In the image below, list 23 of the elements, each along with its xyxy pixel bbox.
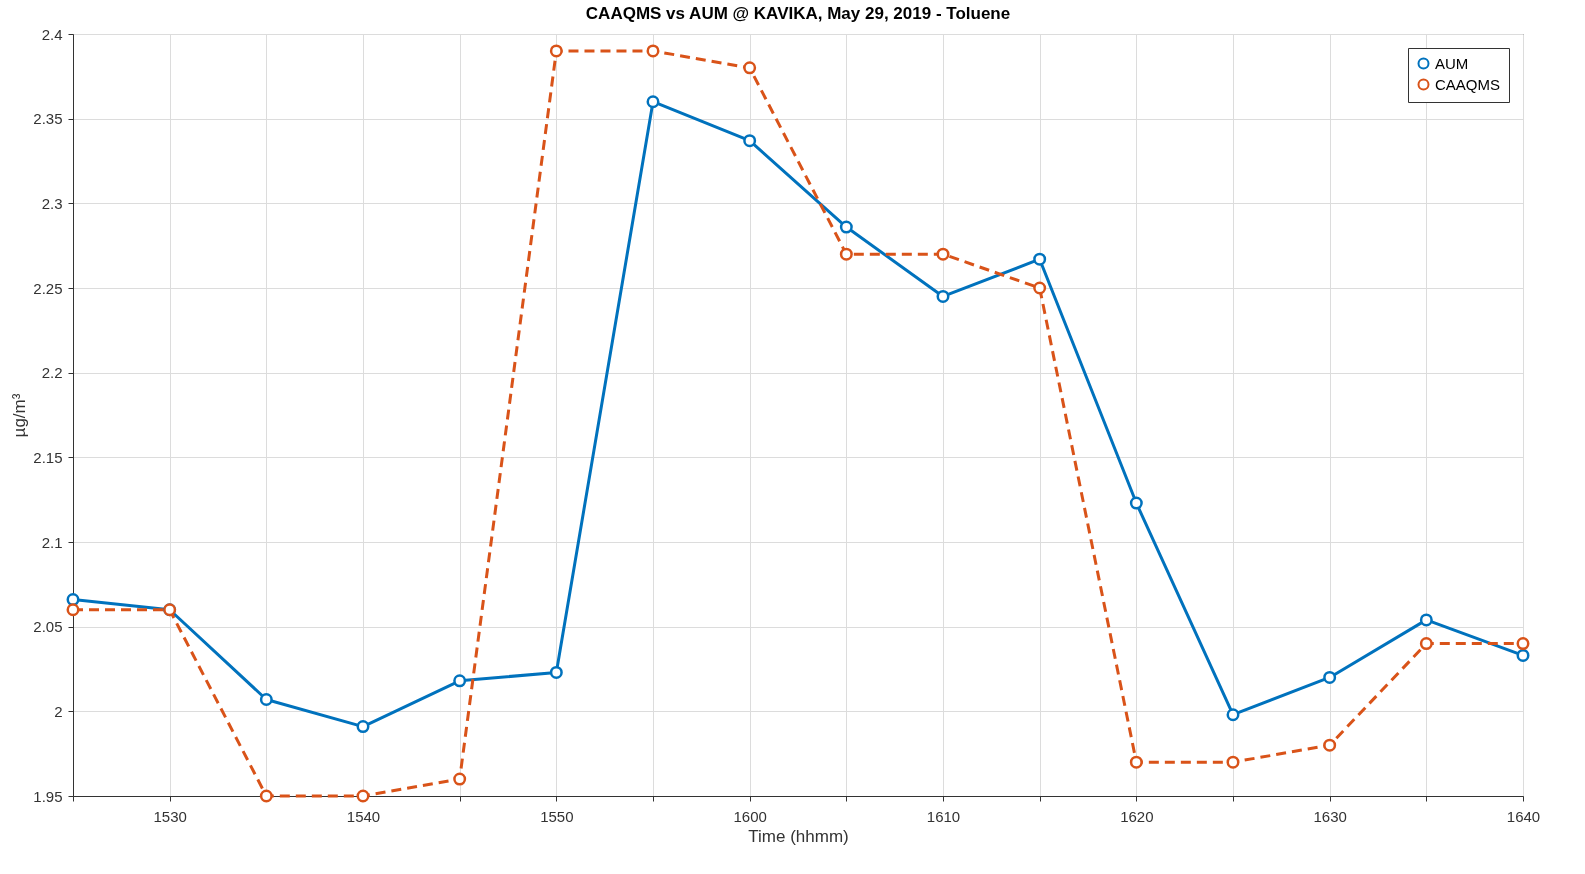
y-tick-label: 1.95 xyxy=(33,787,63,805)
legend-label: AUM xyxy=(1435,54,1469,72)
y-tick-label: 2.4 xyxy=(41,25,63,43)
x-tick-label: 1610 xyxy=(926,807,961,825)
y-tick-label: 2.05 xyxy=(33,618,63,636)
x-tick-label: 1550 xyxy=(540,807,574,825)
y-tick-label: 2.3 xyxy=(41,194,63,212)
x-tick-label: 1600 xyxy=(733,807,767,825)
x-tick-label: 1540 xyxy=(346,807,381,825)
y-axis-title: µg/m³ xyxy=(10,393,30,438)
x-axis-title: Time (hhmm) xyxy=(748,826,849,846)
x-tick-label: 1620 xyxy=(1120,807,1154,825)
legend-label: CAAQMS xyxy=(1435,75,1501,93)
x-tick-label: 1640 xyxy=(1506,807,1541,825)
chart-title: CAAQMS vs AUM @ KAVIKA, May 29, 2019 - Toluene xyxy=(585,4,1011,23)
y-tick-label: 2.1 xyxy=(41,533,63,551)
y-tick-label: 2.2 xyxy=(41,364,63,382)
y-tick-label: 2.15 xyxy=(33,448,63,466)
y-tick-label: 2.25 xyxy=(33,279,63,297)
y-tick-label: 2 xyxy=(54,702,63,720)
x-tick-label: 1630 xyxy=(1313,807,1347,825)
y-tick-label: 2.35 xyxy=(33,110,63,128)
x-tick-label: 1530 xyxy=(153,807,187,825)
